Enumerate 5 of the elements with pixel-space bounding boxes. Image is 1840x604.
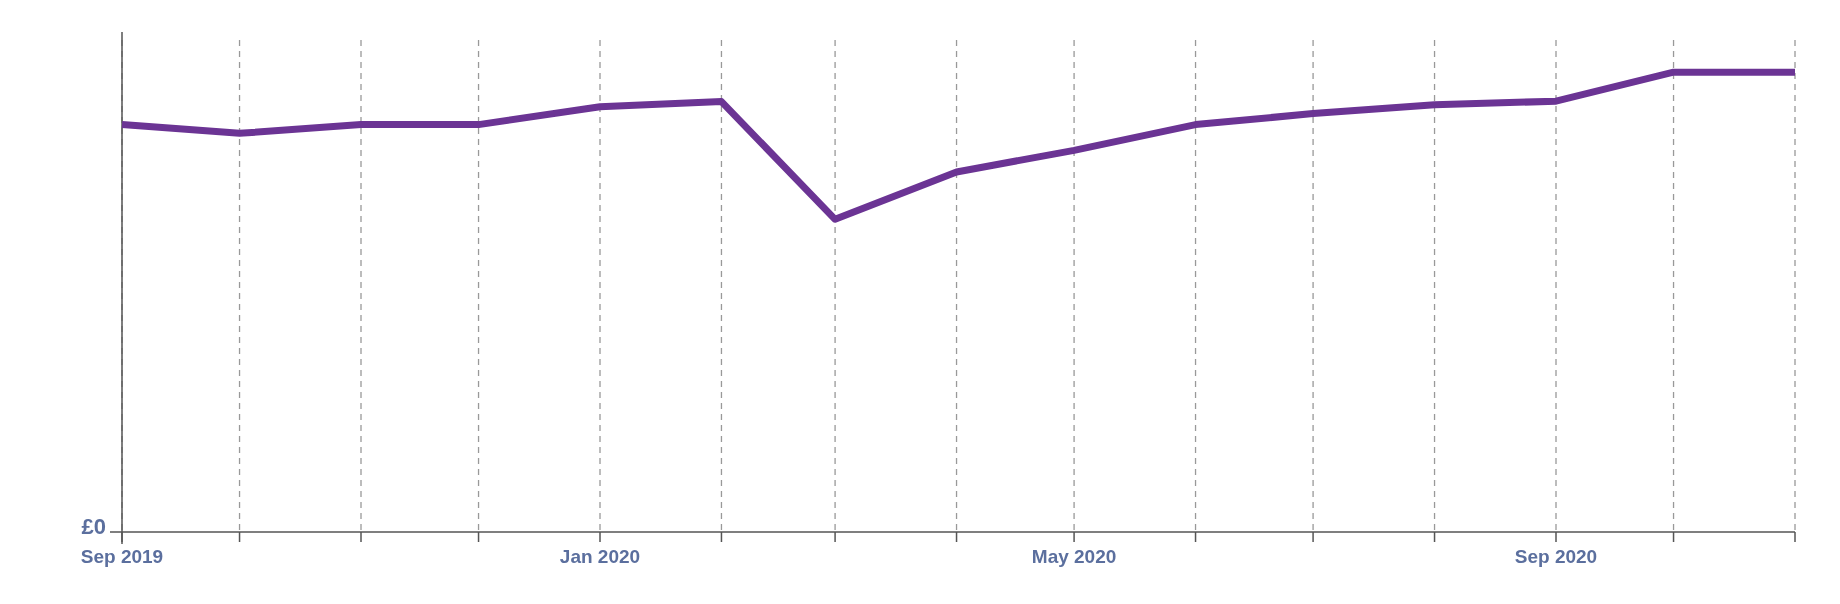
x-tick-label: May 2020 xyxy=(1031,546,1117,567)
x-tick-label: Sep 2020 xyxy=(1514,546,1598,567)
text: £0 xyxy=(81,514,106,539)
x-tick-label: Jan 2020 xyxy=(559,546,641,567)
x-tick-label: Sep 2019 xyxy=(80,546,164,567)
